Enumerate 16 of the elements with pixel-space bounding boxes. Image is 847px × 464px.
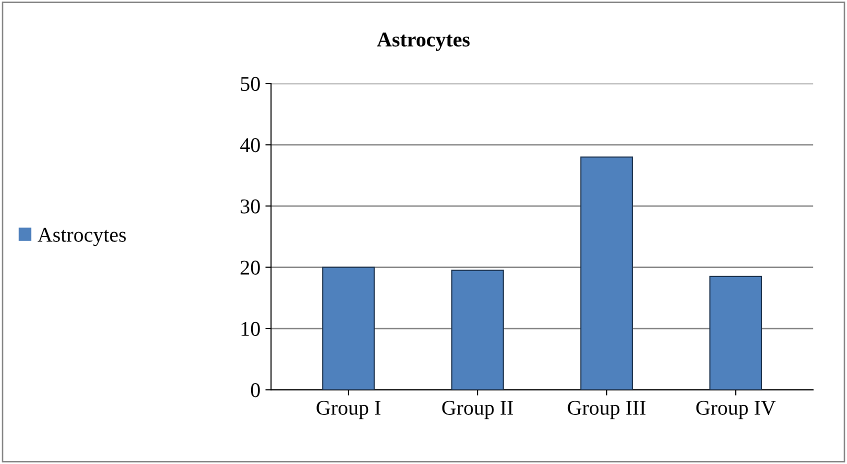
legend-label: Astrocytes — [38, 228, 126, 246]
y-tick-label: 30 — [240, 199, 260, 214]
x-tick-label: Group II — [442, 400, 513, 420]
x-tick-label: Group IV — [696, 400, 776, 420]
y-tick-label: 50 — [241, 76, 260, 91]
chart-title: Astrocytes — [377, 32, 470, 51]
bar — [709, 276, 762, 390]
y-tick-label: 20 — [240, 260, 260, 275]
y-tick-label: 0 — [251, 383, 260, 398]
x-tick-label: Group I — [316, 400, 380, 420]
y-tick-label: 40 — [240, 138, 260, 152]
x-tick-label: Group III — [568, 400, 646, 420]
bar — [451, 270, 504, 390]
bar — [580, 156, 633, 390]
y-tick-label: 10 — [242, 322, 260, 336]
bar — [322, 266, 375, 390]
